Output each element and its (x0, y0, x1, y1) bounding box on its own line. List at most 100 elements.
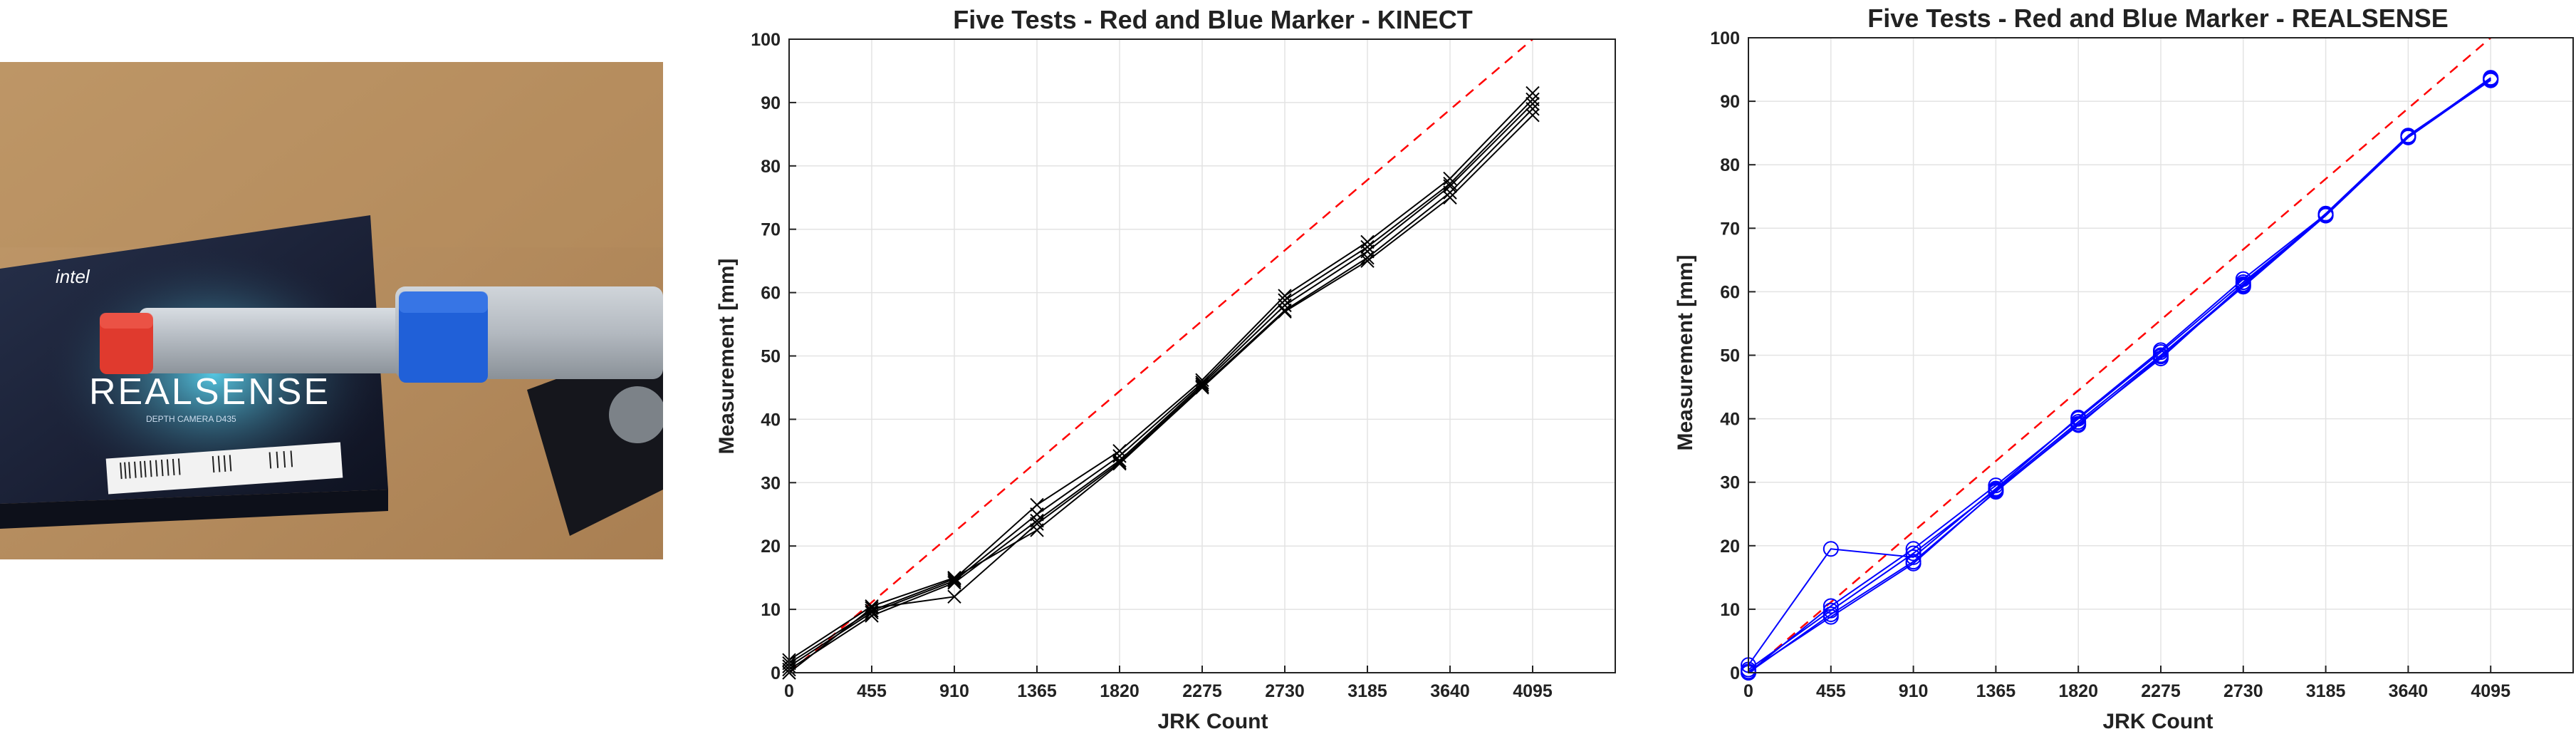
y-tick-label: 70 (1720, 219, 1740, 239)
data-point (1526, 96, 1540, 111)
series-line (1748, 78, 2491, 673)
x-tick-label: 3640 (1430, 681, 1470, 701)
reference-line (1748, 37, 2492, 673)
x-tick-label: 910 (1899, 681, 1929, 701)
series-4 (1741, 70, 2499, 681)
data-point (1526, 86, 1540, 100)
x-tick-label: 2275 (1182, 681, 1222, 701)
plot-frame (1748, 37, 2574, 673)
data-point (2400, 128, 2416, 145)
data-point (1195, 381, 1209, 395)
x-tick-label: 3640 (2389, 681, 2429, 701)
y-tick-label: 100 (1710, 29, 1740, 48)
series-2 (1741, 71, 2499, 681)
chart-title: Five Tests - Red and Blue Marker - REALS… (1867, 4, 2449, 33)
data-point (2070, 417, 2087, 433)
x-tick-label: 3185 (2306, 681, 2346, 701)
x-tick-label: 0 (784, 681, 794, 701)
x-tick-label: 455 (1816, 681, 1846, 701)
y-tick-label: 80 (761, 157, 781, 177)
x-axis-label: JRK Count (2103, 710, 2213, 733)
data-point (1360, 250, 1375, 265)
y-tick-label: 60 (761, 284, 781, 304)
series-2 (782, 92, 1540, 673)
x-tick-label: 1820 (1100, 681, 1140, 701)
series-line (788, 114, 1533, 661)
data-point (1526, 108, 1540, 123)
y-tick-label: 30 (761, 473, 781, 493)
series-line (788, 108, 1533, 673)
data-point (1443, 179, 1457, 193)
x-tick-labels: 0 455 910 1365 1820 2275 2730 3185 3640 4095 (784, 681, 1553, 701)
y-tick-label: 60 (1720, 282, 1740, 302)
series-layer (1741, 70, 2499, 681)
x-tick-label: 4095 (2471, 681, 2510, 701)
y-tick-labels: 0 10 20 30 40 50 60 70 80 90 100 (751, 30, 781, 683)
series-line (1748, 78, 2491, 666)
series-5 (782, 108, 1540, 667)
x-tick-label: 3185 (1347, 681, 1387, 701)
series-line (788, 92, 1533, 664)
x-tick-label: 4095 (1513, 681, 1553, 701)
data-point (1443, 185, 1457, 200)
y-tick-label: 80 (1720, 155, 1740, 175)
data-point (1905, 555, 1921, 572)
y-tick-label: 10 (761, 600, 781, 620)
x-tick-label: 1820 (2058, 681, 2098, 701)
series-3 (1741, 71, 2499, 678)
chart-title: Five Tests - Red and Blue Marker - KINEC… (953, 5, 1473, 34)
data-point (2483, 72, 2499, 88)
data-point (1443, 190, 1457, 205)
y-axis-label: Measurement [mm] (1674, 254, 1697, 450)
x-axis-label: JRK Count (1158, 710, 1268, 733)
data-point (1360, 239, 1375, 254)
data-point (1278, 304, 1292, 319)
y-tick-label: 20 (761, 537, 781, 557)
y-tick-label: 0 (771, 663, 781, 683)
reference-line (788, 38, 1533, 673)
realsense-chart: Five Tests - Red and Blue Marker - REALS… (1674, 4, 2574, 733)
series-layer (782, 86, 1540, 680)
kinect-chart: Five Tests - Red and Blue Marker - KINEC… (715, 5, 1616, 733)
y-tick-label: 30 (1720, 473, 1740, 493)
y-tick-label: 90 (1720, 92, 1740, 112)
box-brand: intel (56, 266, 90, 287)
reference-line-layer (788, 38, 1533, 673)
data-point (2235, 279, 2251, 295)
data-point (1195, 376, 1209, 390)
series-5 (1741, 72, 2499, 680)
x-tick-label: 2730 (1265, 681, 1305, 701)
y-tick-label: 0 (1730, 663, 1740, 683)
x-tick-label: 2730 (2223, 681, 2263, 701)
data-point (947, 589, 961, 604)
y-tick-label: 40 (761, 410, 781, 430)
x-tick-label: 0 (1743, 681, 1753, 701)
y-axis-label: Measurement [mm] (715, 258, 739, 454)
data-point (865, 601, 879, 616)
y-tick-label: 100 (751, 30, 781, 50)
y-tick-label: 20 (1720, 537, 1740, 557)
y-tick-label: 50 (1720, 346, 1740, 366)
y-tick-label: 40 (1720, 410, 1740, 430)
data-point (1823, 541, 1839, 557)
data-point (1360, 254, 1375, 268)
y-tick-labels: 0 10 20 30 40 50 60 70 80 90 100 (1710, 29, 1740, 683)
data-point (1195, 377, 1209, 392)
data-point (1278, 293, 1292, 307)
series-line (788, 98, 1533, 667)
data-point (1526, 102, 1540, 116)
data-point (947, 570, 961, 585)
series-line (788, 103, 1533, 671)
x-tick-label: 1365 (1976, 681, 2016, 701)
x-tick-label: 910 (939, 681, 969, 701)
data-point (865, 599, 879, 614)
series-4 (782, 102, 1540, 680)
box-product: REALSENSE (89, 371, 330, 413)
x-tick-label: 1365 (1017, 681, 1057, 701)
data-point (2317, 207, 2334, 224)
grid-lines (788, 38, 1615, 673)
plot-frame (788, 38, 1616, 673)
y-tick-label: 70 (761, 220, 781, 240)
series-line (1748, 78, 2491, 671)
data-point (1823, 609, 1839, 625)
